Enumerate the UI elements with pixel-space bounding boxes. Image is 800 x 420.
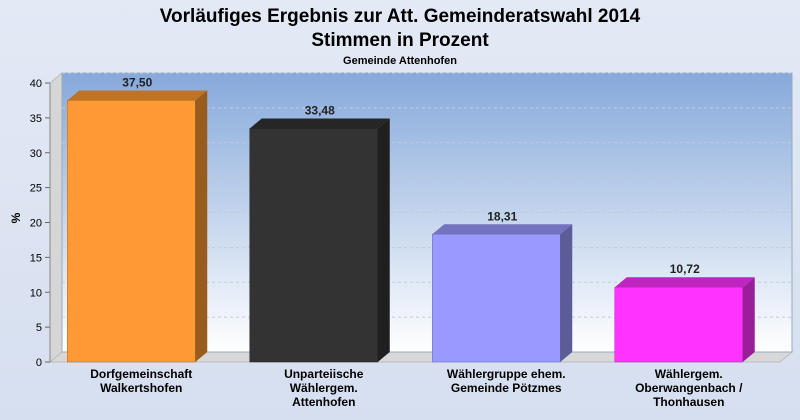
bar — [67, 90, 208, 363]
x-tick-label: Gemeinde Pötzmes — [451, 381, 562, 395]
x-tick-label: Wählergruppe ehem. — [447, 367, 566, 381]
y-tick-label: 25 — [30, 183, 42, 195]
y-tick-label: 15 — [30, 252, 42, 264]
bar — [614, 277, 755, 363]
bar-side — [560, 224, 573, 362]
bar-front — [249, 128, 378, 363]
y-tick-label: 40 — [30, 78, 42, 90]
y-axis-label: % — [9, 212, 23, 223]
chart-title-line2: Stimmen in Prozent — [311, 30, 489, 51]
y-tick-label: 35 — [30, 113, 42, 125]
x-tick-label: Unparteiische — [284, 367, 364, 381]
x-tick-label: Wählergem. — [655, 367, 723, 381]
bar — [432, 224, 573, 363]
x-tick-label: Oberwangenbach / — [635, 381, 743, 395]
bar-top — [249, 118, 390, 129]
y-tick-label: 20 — [30, 218, 42, 230]
data-label: 10,72 — [670, 262, 700, 276]
chart-title: Vorläufiges Ergebnis zur Att. Gemeindera… — [160, 6, 641, 27]
data-label: 37,50 — [122, 75, 152, 89]
y-tick-label: 5 — [36, 322, 42, 334]
x-tick-label: Wählergem. — [290, 381, 358, 395]
y-axis: 0 5 10 15 20 25 30 35 40 — [30, 78, 51, 369]
x-tick-label: Thonhausen — [653, 395, 724, 409]
bars: 37,50 33,48 18,31 10,72 — [67, 75, 755, 363]
x-tick-label: Dorfgemeinschaft — [90, 367, 192, 381]
y-tick-label: 30 — [30, 148, 42, 160]
y-tick-label: 10 — [30, 287, 42, 299]
plot-left-wall — [49, 71, 63, 364]
bar-side — [195, 90, 208, 362]
bar-front — [67, 100, 196, 363]
bar-side — [377, 118, 390, 363]
bar — [249, 118, 390, 363]
bar-top — [614, 277, 755, 288]
chart-subtitle: Gemeinde Attenhofen — [343, 55, 457, 67]
x-tick-label: Walkertshofen — [100, 381, 182, 395]
x-tick-label: Attenhofen — [292, 395, 355, 409]
bar-front — [432, 234, 561, 363]
data-label: 33,48 — [305, 103, 335, 117]
bar-top — [67, 90, 208, 101]
bar-top — [432, 224, 573, 235]
bar-front — [614, 286, 743, 363]
data-label: 18,31 — [487, 209, 517, 223]
bar-side — [742, 277, 755, 362]
y-tick-label: 0 — [36, 357, 42, 369]
